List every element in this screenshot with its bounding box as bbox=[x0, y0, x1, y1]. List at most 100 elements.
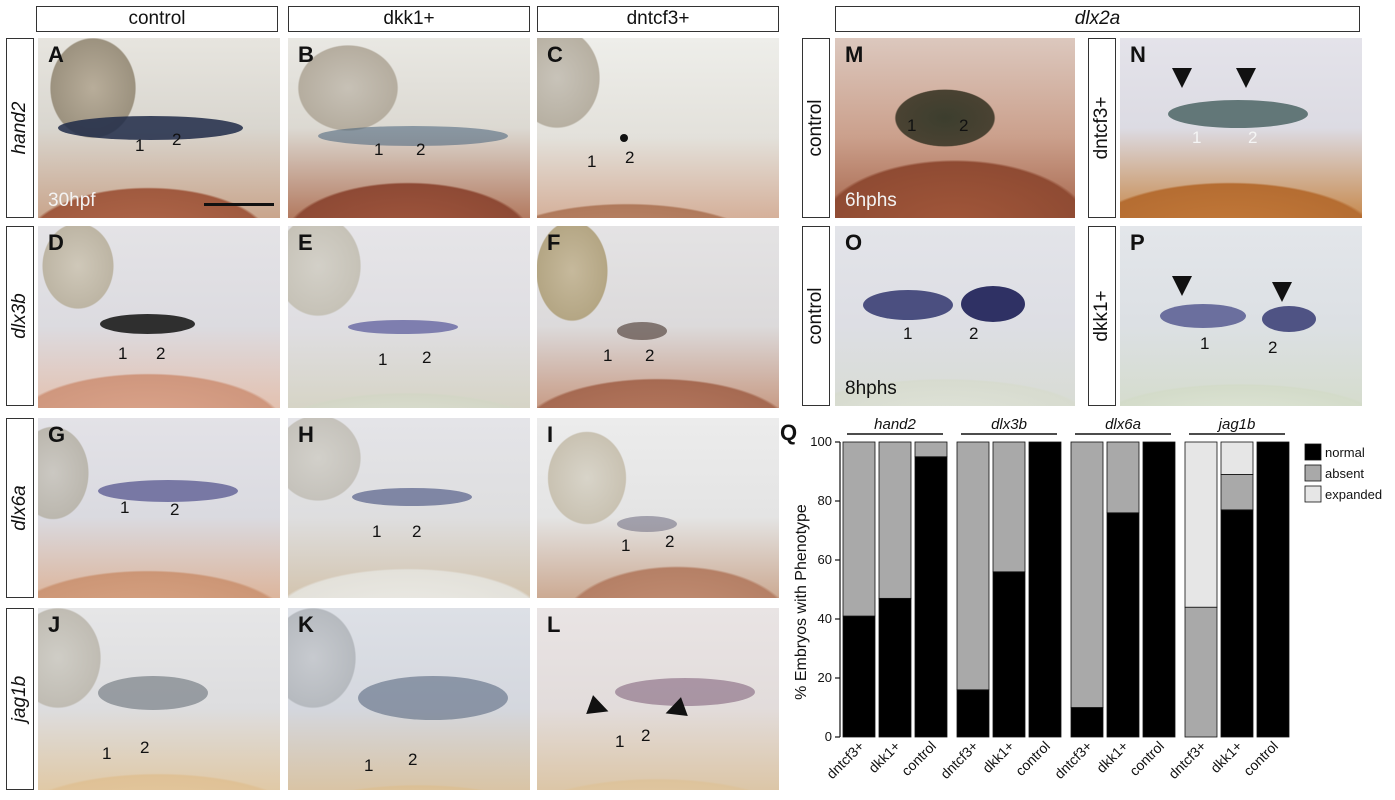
column-header-control: control bbox=[36, 6, 278, 32]
row-header-dlx2a-dkk1: dkk1+ bbox=[1088, 226, 1116, 406]
panel-label: P bbox=[1130, 230, 1145, 255]
x-tick-label: dntcf3+ bbox=[937, 738, 981, 782]
legend-label-normal: normal bbox=[1325, 445, 1365, 460]
arch-2-label: 2 bbox=[412, 522, 422, 541]
x-tick-label: dntcf3+ bbox=[823, 738, 867, 782]
arch-1-label: 1 bbox=[1200, 334, 1210, 353]
stain-band bbox=[58, 116, 243, 140]
stain-band bbox=[615, 678, 755, 706]
x-tick-label: control bbox=[898, 738, 939, 779]
x-tick-label: control bbox=[1126, 738, 1167, 779]
arrowhead-2 bbox=[1272, 282, 1292, 302]
micrograph-panel-B: B 1 2 bbox=[288, 38, 530, 218]
bar-segment-normal bbox=[1220, 509, 1254, 738]
micrograph-panel-C: C 1 2 bbox=[537, 38, 779, 218]
y-tick-label: 0 bbox=[825, 729, 832, 744]
panel-label: I bbox=[547, 422, 554, 447]
arch-1-label: 1 bbox=[1192, 128, 1202, 147]
bar-segment-normal bbox=[956, 689, 990, 738]
chart-body: 020406080100dntcf3+dkk1+controlhand2dntc… bbox=[810, 416, 1382, 782]
group-label: dlx3b bbox=[991, 416, 1027, 433]
arch-1-label: 1 bbox=[621, 536, 631, 555]
y-axis-label: % Embryos with Phenotype bbox=[793, 504, 810, 700]
row-header-jag1b: jag1b bbox=[6, 608, 34, 790]
stain-band bbox=[1262, 306, 1316, 332]
bar-segment-normal bbox=[914, 456, 948, 738]
arch-2-label: 2 bbox=[172, 130, 182, 149]
micrograph-panel-F: F 1 2 bbox=[537, 226, 779, 408]
bar-segment-absent bbox=[914, 441, 948, 458]
stain-band bbox=[358, 676, 508, 720]
bar-segment-absent bbox=[956, 441, 990, 691]
stage-label: 8hphs bbox=[845, 378, 897, 399]
x-tick-label: dntcf3+ bbox=[1051, 738, 1095, 782]
stain-band bbox=[617, 322, 667, 340]
x-tick-label: dkk1+ bbox=[1207, 738, 1245, 776]
bar-segment-absent bbox=[992, 441, 1026, 573]
arrowhead-1 bbox=[1172, 276, 1192, 296]
row-header-label: jag1b bbox=[9, 675, 30, 723]
micrograph-panel-E: E 1 2 bbox=[288, 226, 530, 408]
arch-1-label: 1 bbox=[603, 346, 613, 365]
stain-band bbox=[1168, 100, 1308, 128]
group-label: dlx6a bbox=[1105, 416, 1141, 433]
legend-label-absent: absent bbox=[1325, 466, 1364, 481]
arch-2-label: 2 bbox=[969, 324, 979, 343]
chart-panel-label: Q bbox=[780, 420, 797, 445]
arch-2-label: 2 bbox=[959, 116, 969, 135]
row-header-dlx2a-control-top: control bbox=[802, 38, 830, 218]
panel-label: A bbox=[48, 42, 64, 67]
bar-segment-absent bbox=[1220, 474, 1254, 511]
y-tick-label: 40 bbox=[818, 611, 832, 626]
panel-label: C bbox=[547, 42, 563, 67]
row-header-label: dlx3b bbox=[9, 293, 30, 339]
bar-segment-normal bbox=[842, 615, 876, 738]
bar-segment-absent bbox=[878, 441, 912, 599]
row-header-label: dkk1+ bbox=[1091, 290, 1112, 342]
column-header-label: control bbox=[128, 8, 186, 29]
arch-1-label: 1 bbox=[378, 350, 388, 369]
stain-band bbox=[1160, 304, 1246, 328]
bar-segment-normal bbox=[1142, 441, 1176, 738]
arch-1-label: 1 bbox=[374, 140, 384, 159]
bar-segment-absent bbox=[1070, 441, 1104, 708]
arch-2-label: 2 bbox=[641, 726, 651, 745]
arch-2-label: 2 bbox=[1268, 338, 1278, 357]
arch-1-label: 1 bbox=[120, 498, 130, 517]
group-label: jag1b bbox=[1217, 416, 1256, 433]
arch-1-label: 1 bbox=[907, 116, 917, 135]
arch-1-label: 1 bbox=[102, 744, 112, 763]
stage-label: 6hphs bbox=[845, 190, 897, 211]
legend-swatch-expanded bbox=[1304, 485, 1322, 503]
stain-spot bbox=[620, 134, 628, 142]
x-tick-label: dkk1+ bbox=[979, 738, 1017, 776]
arrowhead-2 bbox=[1236, 68, 1256, 88]
bar-segment-normal bbox=[878, 597, 912, 738]
arch-2-label: 2 bbox=[156, 344, 166, 363]
arch-2-label: 2 bbox=[140, 738, 150, 757]
panel-label: M bbox=[845, 42, 864, 67]
arch-1-label: 1 bbox=[364, 756, 374, 775]
y-tick-label: 20 bbox=[818, 670, 832, 685]
y-tick-label: 60 bbox=[818, 552, 832, 567]
y-tick-label: 100 bbox=[810, 434, 832, 449]
arch-2-label: 2 bbox=[1248, 128, 1258, 147]
arch-1-label: 1 bbox=[135, 136, 145, 155]
micrograph-panel-N: N 1 2 bbox=[1120, 38, 1362, 218]
stain-band bbox=[98, 676, 208, 710]
x-tick-label: control bbox=[1240, 738, 1281, 779]
bar-segment-normal bbox=[1256, 441, 1290, 738]
stain-band bbox=[863, 290, 953, 320]
y-tick-label: 80 bbox=[818, 493, 832, 508]
arrowhead-1 bbox=[1172, 68, 1192, 88]
panel-label: K bbox=[298, 612, 314, 637]
micrograph-panel-K: K 1 2 bbox=[288, 608, 530, 790]
x-tick-label: control bbox=[1012, 738, 1053, 779]
panel-label: O bbox=[845, 230, 863, 255]
panel-label: L bbox=[547, 612, 561, 637]
panel-label: E bbox=[298, 230, 313, 255]
arch-2-label: 2 bbox=[170, 500, 180, 519]
column-header-dlx2a: dlx2a bbox=[835, 6, 1360, 32]
row-header-label: control bbox=[805, 99, 826, 157]
micrograph-panel-D: D 1 2 bbox=[38, 226, 280, 408]
